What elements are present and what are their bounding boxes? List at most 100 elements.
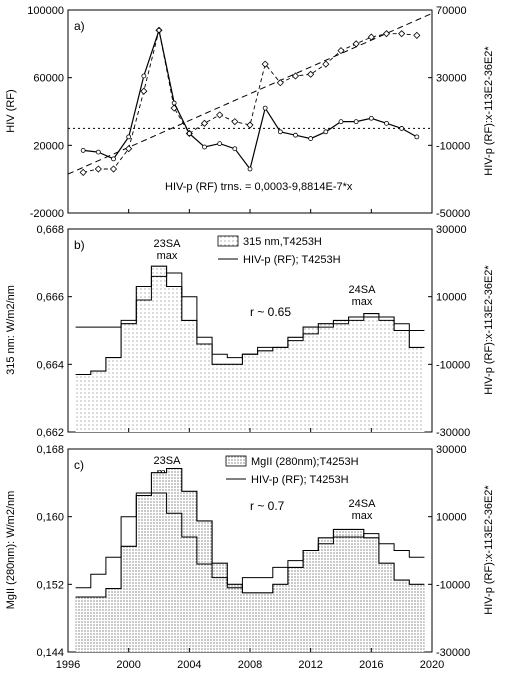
panel-a-trend-annotation: HIV-p (RF) trns. = 0,0003-9,8814E-7*x <box>165 181 353 193</box>
hiv-point <box>141 73 147 79</box>
hiv-p-point <box>367 33 375 41</box>
hiv-point <box>353 119 359 125</box>
hiv-point <box>156 27 162 33</box>
panel-a-left-tick-label: -20000 <box>30 208 64 220</box>
panel-c-max2-sub: max <box>352 510 373 522</box>
hiv-p-point <box>382 30 391 38</box>
panel-b-right-tick-label: 30000 <box>436 224 467 236</box>
x-tick-label: 2020 <box>420 659 444 671</box>
x-tick-label: 2012 <box>298 659 322 671</box>
panel-c-letter: c) <box>74 458 84 472</box>
panel-b-right-tick-label: 10000 <box>436 292 467 304</box>
trend-line <box>68 12 432 175</box>
panel-c-right-tick-label: 10000 <box>436 512 467 524</box>
hiv-point <box>202 144 207 150</box>
panel-b-filled-area <box>75 266 425 432</box>
hiv-point <box>126 134 132 140</box>
hiv-point <box>95 149 101 155</box>
panel-c-left-tick-label: 0,160 <box>36 512 64 524</box>
panel-c-legend-line-label: HIV-p (RF); T4253H <box>251 474 349 486</box>
panel-a-left-tick-label: 100000 <box>27 5 64 17</box>
panel-a-right-tick-label: -10000 <box>436 140 470 152</box>
panel-b-right-tick-label: -30000 <box>436 427 470 439</box>
hiv-point <box>293 132 298 138</box>
panel-a-left-tick-label: 60000 <box>33 73 64 85</box>
panel-c-left-tick-label: 0,168 <box>36 444 64 456</box>
hiv-p-point <box>231 118 239 126</box>
panel-c-left-tick-label: 0,144 <box>36 647 64 659</box>
hiv-point <box>338 119 344 125</box>
panel-b-left-tick-label: 0,668 <box>36 224 64 236</box>
hiv-point <box>217 141 223 147</box>
panel-a-ylabel-left: HIV (RF) <box>5 89 17 132</box>
panel-b-correlation: r ~ 0.65 <box>250 305 291 319</box>
x-tick-label: 2016 <box>359 659 383 671</box>
x-tick-label: 2004 <box>177 659 201 671</box>
hiv-p-point <box>125 145 133 153</box>
hiv-point <box>186 131 192 136</box>
panel-b-left-tick-label: 0,666 <box>36 292 64 304</box>
hiv-point <box>277 129 283 135</box>
hiv-p-point <box>261 60 269 68</box>
hiv-point <box>247 166 253 172</box>
panel-a-letter: a) <box>74 19 85 33</box>
hiv-p-point <box>413 31 421 39</box>
panel-a-ylabel-right: HIV-p (RF):x-113E2-36E2* <box>483 46 495 176</box>
panel-b-legend-line-label: HIV-p (RF); T4253H <box>243 254 341 266</box>
hiv-p-point <box>109 165 118 173</box>
hiv-p-point <box>337 47 345 55</box>
panel-b-series-group <box>75 265 425 432</box>
panel-c-series-group <box>75 467 425 652</box>
hiv-p-point <box>200 119 209 127</box>
panel-b-max1-label: 23SA <box>154 238 182 250</box>
panel-c-legend-fill-label: MgII (280nm);T4253H <box>251 456 359 468</box>
panel-a-right-tick-label: -50000 <box>436 208 470 220</box>
hiv-p-point <box>94 165 102 173</box>
panel-b-right-tick-label: -10000 <box>436 359 470 371</box>
panel-b-ylabel-right: HIV-p (RF):x-113E2-36E2* <box>483 265 495 395</box>
panel-c-filled-area <box>75 468 425 652</box>
hiv-point <box>262 105 268 111</box>
panel-c-max2-label: 24SA <box>349 498 377 510</box>
hiv-p-point <box>140 87 148 95</box>
panel-b-max2-label: 24SA <box>349 284 377 296</box>
hiv-point <box>414 134 420 140</box>
panel-a-right-tick-label: 70000 <box>436 5 467 17</box>
hiv-point <box>384 120 389 126</box>
hiv-point <box>111 156 116 162</box>
panel-b-max2-sub: max <box>352 296 373 308</box>
hiv-point <box>80 148 86 153</box>
panel-b-left-tick-label: 0,664 <box>36 359 64 371</box>
panel-c-ylabel-right: HIV-p (RF):x-113E2-36E2* <box>483 485 495 615</box>
panel-c-hiv-p-step-line <box>75 492 425 589</box>
panel-a-right-tick-label: 30000 <box>436 73 467 85</box>
panel-b-letter: b) <box>74 238 85 252</box>
x-tick-label: 1996 <box>56 659 80 671</box>
panel-c-legend-swatch-fill <box>225 455 247 467</box>
hiv-p-point <box>398 30 406 38</box>
panel-a-left-tick-label: 20000 <box>33 140 64 152</box>
hiv-p-series-line <box>83 30 417 173</box>
panel-b-legend-swatch-fill <box>217 235 239 247</box>
panel-b-max1-sub: max <box>157 250 178 262</box>
panel-c-right-tick-label: -30000 <box>436 647 470 659</box>
hiv-p-point <box>79 168 87 176</box>
hiv-p-point <box>352 40 360 48</box>
x-tick-label: 2000 <box>116 659 140 671</box>
hiv-p-point <box>216 111 224 119</box>
hiv-p-point <box>322 60 330 68</box>
panel-a-series-group <box>68 12 432 176</box>
panel-c-ylabel-left: MgII (280nm): W/m2/nm <box>5 491 17 610</box>
panel-c-max1-label: 23SA <box>154 455 182 467</box>
hiv-point <box>399 126 405 131</box>
panel-c-right-tick-label: 30000 <box>436 444 467 456</box>
hiv-p-point <box>246 121 254 129</box>
hiv-point <box>308 136 314 141</box>
panel-b-ylabel-left: 315 nm: W/m2/nm <box>5 285 17 375</box>
hiv-p-point <box>276 79 284 87</box>
panel-c-right-tick-label: -10000 <box>436 579 470 591</box>
panel-b-left-tick-label: 0,662 <box>36 427 64 439</box>
panel-c-correlation: r ~ 0.7 <box>250 499 285 513</box>
hiv-p-point <box>291 72 300 80</box>
hiv-point <box>232 146 238 152</box>
